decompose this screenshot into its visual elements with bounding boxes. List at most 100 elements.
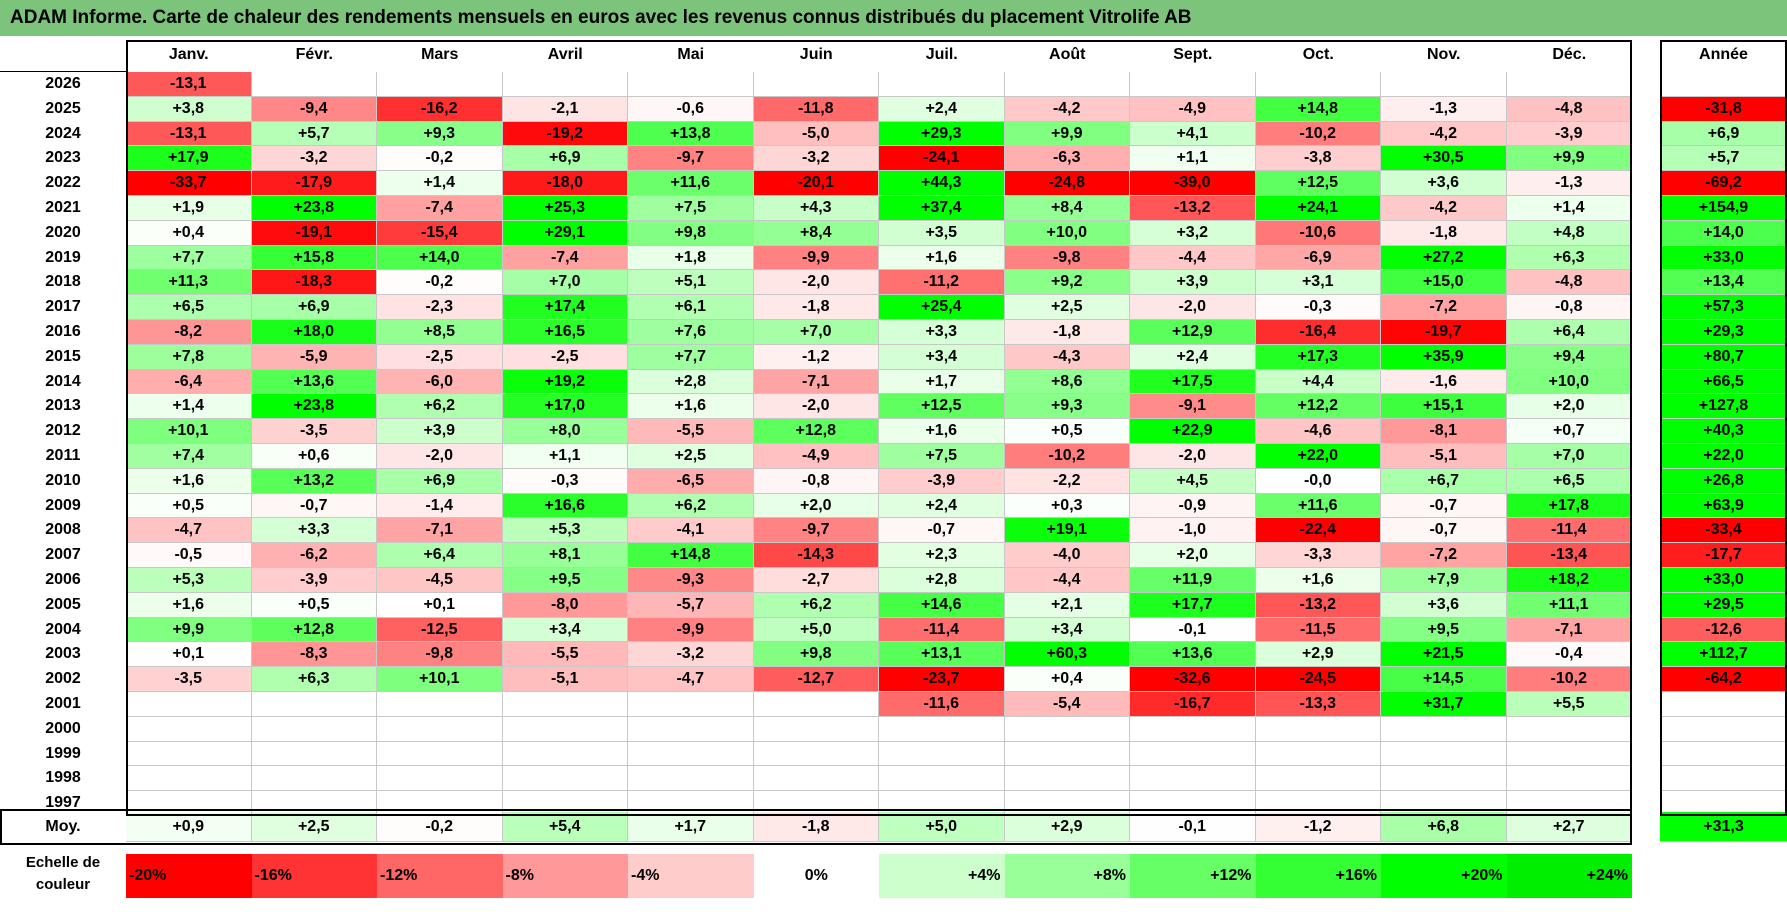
heatmap-cell: -5,1 bbox=[502, 667, 628, 692]
heatmap-cell: +44,3 bbox=[879, 171, 1005, 196]
heatmap-cell bbox=[1130, 741, 1256, 767]
annual-cell: +112,7 bbox=[1660, 642, 1787, 668]
annual-cell: +154,9 bbox=[1660, 196, 1787, 221]
heatmap-cell: +23,8 bbox=[251, 196, 377, 221]
heatmap-cell: +6,3 bbox=[251, 667, 377, 692]
heatmap-cell: +19,1 bbox=[1004, 518, 1130, 544]
heatmap-cell: -0,7 bbox=[1381, 518, 1507, 544]
heatmap-cell: +11,3 bbox=[126, 270, 252, 296]
heatmap-cell: +7,5 bbox=[879, 444, 1005, 469]
heatmap-cell bbox=[377, 692, 503, 717]
heatmap-cell: +17,9 bbox=[126, 146, 252, 172]
heatmap-cell: +6,3 bbox=[1506, 245, 1632, 271]
annual-cell: -12,6 bbox=[1660, 617, 1787, 643]
heatmap-cell: +11,1 bbox=[1506, 592, 1632, 618]
heatmap-cell bbox=[628, 741, 754, 767]
month-header: Oct. bbox=[1302, 46, 1334, 63]
heatmap-cell: -3,5 bbox=[126, 667, 252, 692]
heatmap-cell bbox=[1004, 741, 1130, 767]
heatmap-cell: +4,4 bbox=[1255, 369, 1381, 395]
heatmap-cell: -11,2 bbox=[879, 270, 1005, 296]
heatmap-cell: +17,0 bbox=[502, 394, 628, 420]
heatmap-cell: +6,2 bbox=[753, 592, 879, 618]
color-scale-step: -20% bbox=[126, 854, 252, 898]
heatmap-cell: +1,9 bbox=[126, 196, 252, 221]
heatmap-cell: +7,5 bbox=[628, 196, 754, 221]
heatmap-cell bbox=[628, 766, 754, 792]
heatmap-cell: -10,2 bbox=[1506, 667, 1632, 692]
heatmap-cell: +6,5 bbox=[1506, 468, 1632, 494]
heatmap-cell: +7,4 bbox=[126, 444, 252, 469]
annual-cell: -69,2 bbox=[1660, 171, 1787, 196]
heatmap-cell: -4,2 bbox=[1381, 196, 1507, 221]
heatmap-cell: +2,8 bbox=[879, 568, 1005, 593]
year-label: 2022 bbox=[45, 174, 81, 192]
heatmap-cell: +15,8 bbox=[251, 245, 377, 271]
heatmap-cell: +0,5 bbox=[251, 592, 377, 618]
heatmap-cell: -3,5 bbox=[251, 419, 377, 444]
average-cell: -1,8 bbox=[753, 812, 879, 842]
heatmap-cell bbox=[628, 692, 754, 717]
heatmap-cell bbox=[1381, 72, 1507, 97]
heatmap-cell: +2,0 bbox=[753, 493, 879, 519]
heatmap-cell: -19,2 bbox=[502, 121, 628, 147]
year-label: 2000 bbox=[45, 719, 81, 737]
heatmap-cell bbox=[1130, 766, 1256, 792]
heatmap-cell bbox=[1506, 716, 1632, 742]
heatmap-cell: +13,8 bbox=[628, 121, 754, 147]
heatmap-cell: +9,3 bbox=[377, 121, 503, 147]
heatmap-cell: -4,9 bbox=[753, 444, 879, 469]
month-header: Sept. bbox=[1173, 46, 1213, 63]
heatmap-cell: -1,8 bbox=[753, 295, 879, 320]
heatmap-cell: +1,6 bbox=[879, 419, 1005, 444]
heatmap-cell: -11,5 bbox=[1255, 617, 1381, 643]
heatmap-cell: -11,6 bbox=[879, 692, 1005, 717]
heatmap-cell: +6,9 bbox=[251, 295, 377, 320]
heatmap-cell bbox=[628, 72, 754, 97]
month-header: Août bbox=[1049, 46, 1086, 63]
year-label: 2019 bbox=[45, 248, 81, 266]
heatmap-cell: +8,0 bbox=[502, 419, 628, 444]
heatmap-cell: -3,3 bbox=[1255, 543, 1381, 568]
heatmap-cell bbox=[251, 692, 377, 717]
heatmap-cell: +12,8 bbox=[251, 617, 377, 643]
heatmap-cell bbox=[879, 766, 1005, 792]
heatmap-cell: +7,0 bbox=[1506, 444, 1632, 469]
heatmap-cell: +22,9 bbox=[1130, 419, 1256, 444]
heatmap-cell bbox=[126, 716, 252, 742]
heatmap-cell: +1,4 bbox=[126, 394, 252, 420]
heatmap-cell: -1,4 bbox=[377, 493, 503, 519]
heatmap-cell bbox=[1004, 716, 1130, 742]
year-label: 2024 bbox=[45, 124, 81, 142]
heatmap-cell: -13,1 bbox=[126, 121, 252, 147]
heatmap-cell: +1,7 bbox=[879, 369, 1005, 395]
heatmap-cell: -0,9 bbox=[1130, 493, 1256, 519]
heatmap-cell: -1,8 bbox=[1381, 220, 1507, 246]
year-label: 2010 bbox=[45, 471, 81, 489]
heatmap-cell: +0,7 bbox=[1506, 419, 1632, 444]
color-scale-step: -12% bbox=[377, 854, 503, 898]
heatmap-cell: -2,0 bbox=[753, 394, 879, 420]
year-label: 1998 bbox=[45, 769, 81, 787]
heatmap-cell: +60,3 bbox=[1004, 642, 1130, 668]
heatmap-cell: +9,8 bbox=[753, 642, 879, 668]
color-scale-step: +4% bbox=[879, 854, 1005, 898]
heatmap-cell: -9,8 bbox=[377, 642, 503, 668]
year-label: 2023 bbox=[45, 149, 81, 167]
heatmap-cell: -16,4 bbox=[1255, 320, 1381, 345]
heatmap-cell: -9,9 bbox=[753, 245, 879, 271]
heatmap-cell: -4,2 bbox=[1004, 96, 1130, 122]
heatmap-cell: +10,1 bbox=[377, 667, 503, 692]
heatmap-cell: +2,0 bbox=[1506, 394, 1632, 420]
heatmap-cell: +7,0 bbox=[502, 270, 628, 296]
annual-cell: +80,7 bbox=[1660, 344, 1787, 370]
heatmap-cell: +22,0 bbox=[1255, 444, 1381, 469]
heatmap-cell: +2,3 bbox=[879, 543, 1005, 568]
heatmap-cell: +0,4 bbox=[1004, 667, 1130, 692]
heatmap-cell: -0,5 bbox=[126, 543, 252, 568]
heatmap-cell: -8,0 bbox=[502, 592, 628, 618]
heatmap-cell bbox=[502, 72, 628, 97]
heatmap-cell: +3,3 bbox=[251, 518, 377, 544]
average-cell: +2,7 bbox=[1506, 812, 1632, 842]
month-header: Nov. bbox=[1427, 46, 1461, 63]
